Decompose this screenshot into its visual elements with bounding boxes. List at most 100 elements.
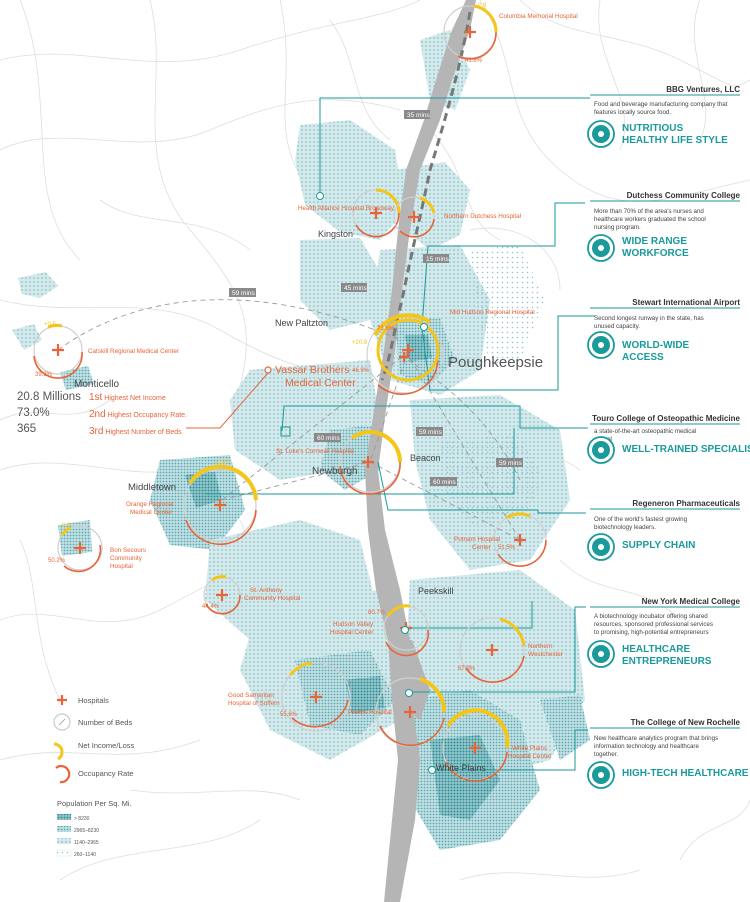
time-tag-label: 45 mins	[344, 285, 368, 292]
town-poughkeepsie: Poughkeepsie	[448, 354, 543, 371]
hospital-st-anthony[interactable]	[203, 575, 241, 615]
label-putnam-occ: 51.5%	[498, 545, 516, 551]
stat-occupancy: 73.0%	[17, 407, 50, 419]
label-orange-1: Orange Regional	[126, 501, 174, 508]
label-northern-westchester-2: Westchester	[528, 651, 563, 658]
panel-org: New York Medical College	[642, 597, 741, 606]
stat-beds: 365	[17, 423, 37, 435]
time-tag	[416, 427, 443, 436]
label-catskill-inc: +0.5	[44, 322, 57, 328]
label-vassar-2: Medical Center	[285, 377, 356, 389]
hospital-northern-westchester[interactable]	[459, 617, 526, 683]
time-tag-label: 35 mins	[407, 112, 431, 119]
panel-desc-line: New healthcare analytics program that br…	[594, 735, 718, 742]
label-orange-2: Medical Center	[130, 509, 172, 516]
hospital-st-lukes[interactable]	[339, 430, 402, 495]
hospital-good-samaritan[interactable]	[281, 661, 351, 732]
gauge-icon	[587, 331, 615, 359]
hospital-northern-dutchess[interactable]	[393, 196, 436, 238]
legend-occupancy-icon	[55, 765, 71, 784]
label-northern-westchester-1: Northern	[528, 643, 553, 650]
legend-hospitals: Hospitals	[78, 696, 109, 705]
label-catskill: Catskill Regional Medical Center	[88, 348, 179, 355]
hospital-catskill[interactable]	[33, 323, 83, 379]
panels: BBG Ventures, LLC Food and beverage manuf…	[587, 85, 750, 789]
label-mid-hudson-occ: 46.9%	[352, 368, 370, 374]
panel-desc-line: nursing program.	[594, 224, 641, 231]
hudson-river-tappan	[388, 640, 430, 720]
legend-pop-bin-2: 2965–8230	[74, 828, 99, 834]
label-vassar-1: Vassar Brothers	[275, 364, 350, 376]
time-tag	[496, 458, 523, 467]
rank-1-num: 1st	[89, 392, 103, 403]
town-monticello: Monticello	[74, 379, 119, 390]
panel-3: Stewart International Airport Second long…	[587, 298, 740, 363]
panel-connectors	[205, 97, 595, 771]
hospital-labels: Columbia Memorial Hospital 41.6% -2.8 He…	[35, 3, 578, 760]
legend-beds-icon	[53, 713, 71, 731]
panel-title-1: HIGH-TECH HEALTHCARE	[622, 768, 749, 779]
hospital-bon-secours[interactable]	[57, 525, 103, 573]
road-network	[0, 0, 750, 881]
hospital-markers[interactable]	[33, 4, 547, 782]
time-tag-label: 60 mins	[433, 479, 457, 486]
rank-1: 1st Highest Net Income	[89, 390, 187, 407]
hospital-columbia[interactable]	[443, 4, 498, 60]
panel-desc-line: biotechnology leaders.	[594, 524, 656, 531]
rank-2-text: Highest Occupancy Rate.	[107, 412, 188, 419]
panel-title-2: ENTREPRENEURS	[622, 656, 712, 667]
panel-title-2: HEALTHY LIFE STYLE	[622, 135, 728, 146]
entrepreneur-icon	[587, 640, 615, 668]
hospital-mid-hudson[interactable]	[366, 313, 444, 395]
hospital-putnam[interactable]	[493, 512, 547, 567]
pill-icon	[587, 533, 615, 561]
vassar-marker	[264, 366, 272, 374]
town-white-plains: White Plains	[436, 763, 487, 773]
label-hudson-valley-occ: 80.7%	[368, 610, 386, 616]
panel-org: Touro College of Osteopathic Medicine	[592, 414, 740, 423]
time-tag	[341, 283, 367, 292]
town-kingston: Kingston	[318, 229, 353, 239]
rank-3-text: Highest Number of Beds	[105, 429, 182, 436]
rank-3-num: 3rd	[89, 426, 104, 437]
hospital-health-alliance[interactable]	[352, 188, 401, 238]
label-orange-inc: +13.7	[215, 460, 231, 466]
vassar-stats: 20.8 Millions 73.0% 365	[17, 389, 81, 437]
panel-title-1: SUPPLY CHAIN	[622, 540, 695, 551]
panel-desc-line: features locally source food.	[594, 109, 671, 116]
legend-population-title: Population Per Sq. Mi.	[57, 799, 132, 808]
label-hudson-valley-1: Hudson Valley	[333, 621, 374, 628]
panel-org: Regeneron Pharmaceuticals	[632, 499, 740, 508]
panel-desc-line: healthcare workers graduated the school	[594, 216, 706, 223]
st-lukes-grid-marker	[280, 426, 291, 437]
label-putnam-2: Center	[472, 544, 491, 551]
legend: Hospitals Number of Beds Net Income/Loss…	[53, 695, 135, 858]
hospital-phelps[interactable]	[375, 677, 447, 747]
rank-2-num: 2nd	[89, 409, 106, 420]
panel-desc-line: Second longest runway in the state, has	[594, 315, 704, 322]
panel-2: Dutchess Community College More than 70% …	[587, 191, 741, 262]
legend-pop-swatch-2	[57, 826, 71, 832]
label-white-plains-2: Hospital Center	[508, 753, 551, 760]
label-st-anthony-2: Community Hospital	[244, 595, 300, 602]
legend-hospital-icon	[57, 695, 67, 705]
time-tag-label: 15 mins	[426, 256, 450, 263]
panel-title-1: NUTRITIOUS	[622, 123, 683, 134]
rank-2: 2nd Highest Occupancy Rate.	[89, 407, 187, 424]
panel-org: BBG Ventures, LLC	[666, 85, 740, 94]
hospital-white-plains[interactable]	[442, 708, 510, 782]
label-bon-secours-inc: -0.6	[60, 523, 71, 529]
panel-desc-line: Food and beverage manufacturing company …	[594, 101, 728, 108]
panel-title-1: WIDE RANGE	[622, 236, 687, 247]
label-bon-secours-2: Community	[110, 555, 143, 562]
travel-time-tags: 35 mins 15 mins 45 mins 59 mins 60 mins …	[229, 110, 523, 486]
heart-icon	[587, 120, 615, 148]
town-middletown: Middletown	[128, 482, 176, 493]
legend-beds: Number of Beds	[78, 718, 132, 727]
panel-desc-line: One of the world's fastest growing	[594, 516, 688, 523]
hospital-orange-regional[interactable]	[183, 464, 258, 546]
label-hudson-valley-2: Hospital Center	[330, 629, 373, 636]
panel-desc-line: resources, sponsored professional servic…	[594, 621, 713, 628]
time-tag-label: 60 mins	[317, 435, 341, 442]
